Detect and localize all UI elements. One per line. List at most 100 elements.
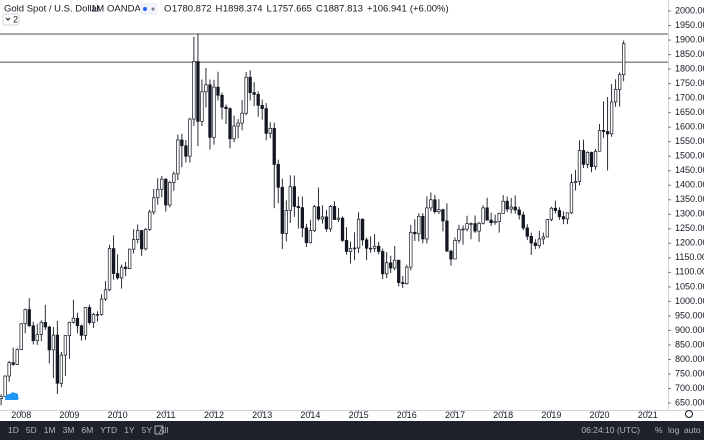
y-tick-label: 1300.000: [675, 209, 704, 219]
x-tick-label: 2008: [11, 410, 31, 420]
candle-body: [95, 314, 100, 316]
candle-body: [328, 206, 333, 230]
candle-body: [332, 206, 337, 220]
y-tick-label: 850.000: [675, 339, 704, 349]
indicator-count: 2: [13, 14, 18, 24]
candle-body: [537, 238, 541, 247]
indicator-badge[interactable]: [2, 13, 20, 26]
x-tick-label: 2010: [108, 410, 128, 420]
range-button[interactable]: YTD: [100, 425, 117, 435]
ohlc-label: H: [216, 4, 223, 15]
candle-body: [573, 181, 578, 183]
y-tick-label: 1350.000: [675, 194, 704, 204]
y-tick-label: 1250.000: [675, 223, 704, 233]
ohlc-value: 1887.813: [323, 4, 363, 15]
clock: 06:24:10 (UTC): [581, 425, 640, 435]
candle-body: [493, 221, 497, 224]
candle-body: [409, 231, 413, 268]
candle-body: [204, 84, 208, 93]
candle-body: [344, 240, 349, 252]
settings-icon[interactable]: [685, 410, 693, 418]
change-percent: (+6.00%): [410, 4, 449, 15]
candle-body: [296, 206, 300, 208]
candle-body: [264, 108, 268, 134]
y-tick-label: 900.000: [675, 325, 704, 335]
candle-body: [381, 251, 385, 275]
candle-body: [236, 122, 240, 127]
range-button[interactable]: 1M: [44, 425, 56, 435]
candle-body: [541, 236, 545, 240]
y-tick-label: 700.000: [675, 383, 704, 393]
candle-body: [67, 321, 72, 337]
candle-body: [501, 200, 505, 214]
y-tick-label: 950.000: [675, 310, 704, 320]
y-tick-label: 1650.000: [675, 107, 704, 117]
candle-body: [11, 362, 15, 365]
candle-body: [613, 89, 618, 103]
candle-body: [529, 236, 533, 244]
x-tick-label: 2011: [156, 410, 175, 420]
range-button[interactable]: 3M: [63, 425, 75, 435]
x-tick-label: 2015: [349, 410, 369, 420]
candle-body: [256, 94, 260, 106]
calendar-icon[interactable]: [154, 425, 164, 435]
candle-body: [385, 262, 389, 275]
y-tick-label: 1550.000: [675, 136, 704, 146]
candle-body: [521, 214, 525, 229]
candle-body: [59, 354, 64, 384]
candle-body: [252, 92, 256, 95]
candle-body: [618, 74, 622, 90]
candle-body: [27, 309, 31, 327]
candle-body: [389, 262, 393, 269]
candle-body: [312, 206, 317, 231]
log-toggle[interactable]: log: [668, 425, 680, 435]
candle-body: [405, 266, 409, 285]
source: OANDA: [107, 4, 141, 15]
candle-body: [356, 218, 361, 249]
range-button[interactable]: 5Y: [142, 425, 153, 435]
interval[interactable]: 1M: [91, 4, 104, 15]
candle-body: [513, 206, 517, 211]
percent-toggle[interactable]: %: [655, 425, 663, 435]
symbol-title: Gold Spot / U.S. Dollar: [4, 4, 100, 15]
y-tick-label: 1050.000: [675, 281, 704, 291]
visibility-toggle[interactable]: [140, 3, 158, 15]
candle-body: [288, 186, 292, 211]
y-tick-label: 1950.000: [675, 20, 704, 30]
range-button[interactable]: 6M: [81, 425, 93, 435]
range-button[interactable]: 5D: [26, 425, 37, 435]
candle-body: [473, 223, 477, 232]
candle-body: [176, 139, 180, 175]
y-tick-label: 1000.000: [675, 296, 704, 306]
candle-body: [609, 101, 614, 135]
candle-body: [232, 125, 236, 140]
candle-body: [79, 325, 84, 336]
candle-body: [127, 248, 132, 269]
y-tick-label: 1200.000: [675, 238, 704, 248]
candle-body: [107, 248, 112, 291]
candle-body: [196, 61, 200, 122]
candle-body: [497, 213, 501, 222]
range-button[interactable]: 1Y: [124, 425, 135, 435]
y-tick-label: 1500.000: [675, 151, 704, 161]
logo[interactable]: [4, 392, 19, 400]
candle-body: [348, 248, 353, 252]
candle-body: [188, 118, 192, 157]
candle-body: [144, 229, 148, 250]
candle-body: [156, 188, 160, 199]
ohlc-value: 1757.665: [272, 4, 312, 15]
candle-body: [485, 207, 489, 221]
candle-body: [465, 223, 469, 230]
candle-body: [340, 217, 345, 241]
x-tick-label: 2014: [300, 410, 320, 420]
range-button[interactable]: All: [159, 425, 169, 435]
candle-body: [216, 86, 220, 96]
candle-body: [469, 223, 473, 225]
candle-body: [368, 247, 373, 250]
candle-body: [557, 210, 562, 217]
auto-toggle[interactable]: auto: [684, 425, 701, 435]
ohlc-value: 1898.374: [223, 4, 263, 15]
range-button[interactable]: 1D: [8, 425, 19, 435]
candle-body: [324, 216, 329, 230]
candle-body: [103, 289, 108, 300]
